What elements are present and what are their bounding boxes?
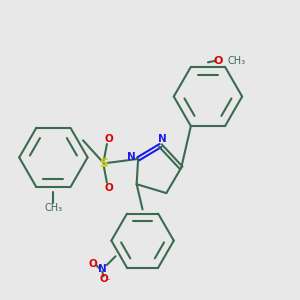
Text: O: O — [89, 259, 98, 269]
Text: O: O — [99, 274, 108, 284]
Text: N: N — [98, 264, 106, 274]
Text: N: N — [158, 134, 166, 144]
Text: O: O — [104, 183, 113, 193]
Text: N: N — [127, 152, 136, 161]
Text: CH₃: CH₃ — [44, 203, 62, 213]
Text: O: O — [104, 134, 113, 144]
Text: O: O — [214, 56, 223, 66]
Text: ⁻: ⁻ — [105, 278, 110, 286]
Text: CH₃: CH₃ — [228, 56, 246, 66]
Text: S: S — [99, 157, 108, 170]
